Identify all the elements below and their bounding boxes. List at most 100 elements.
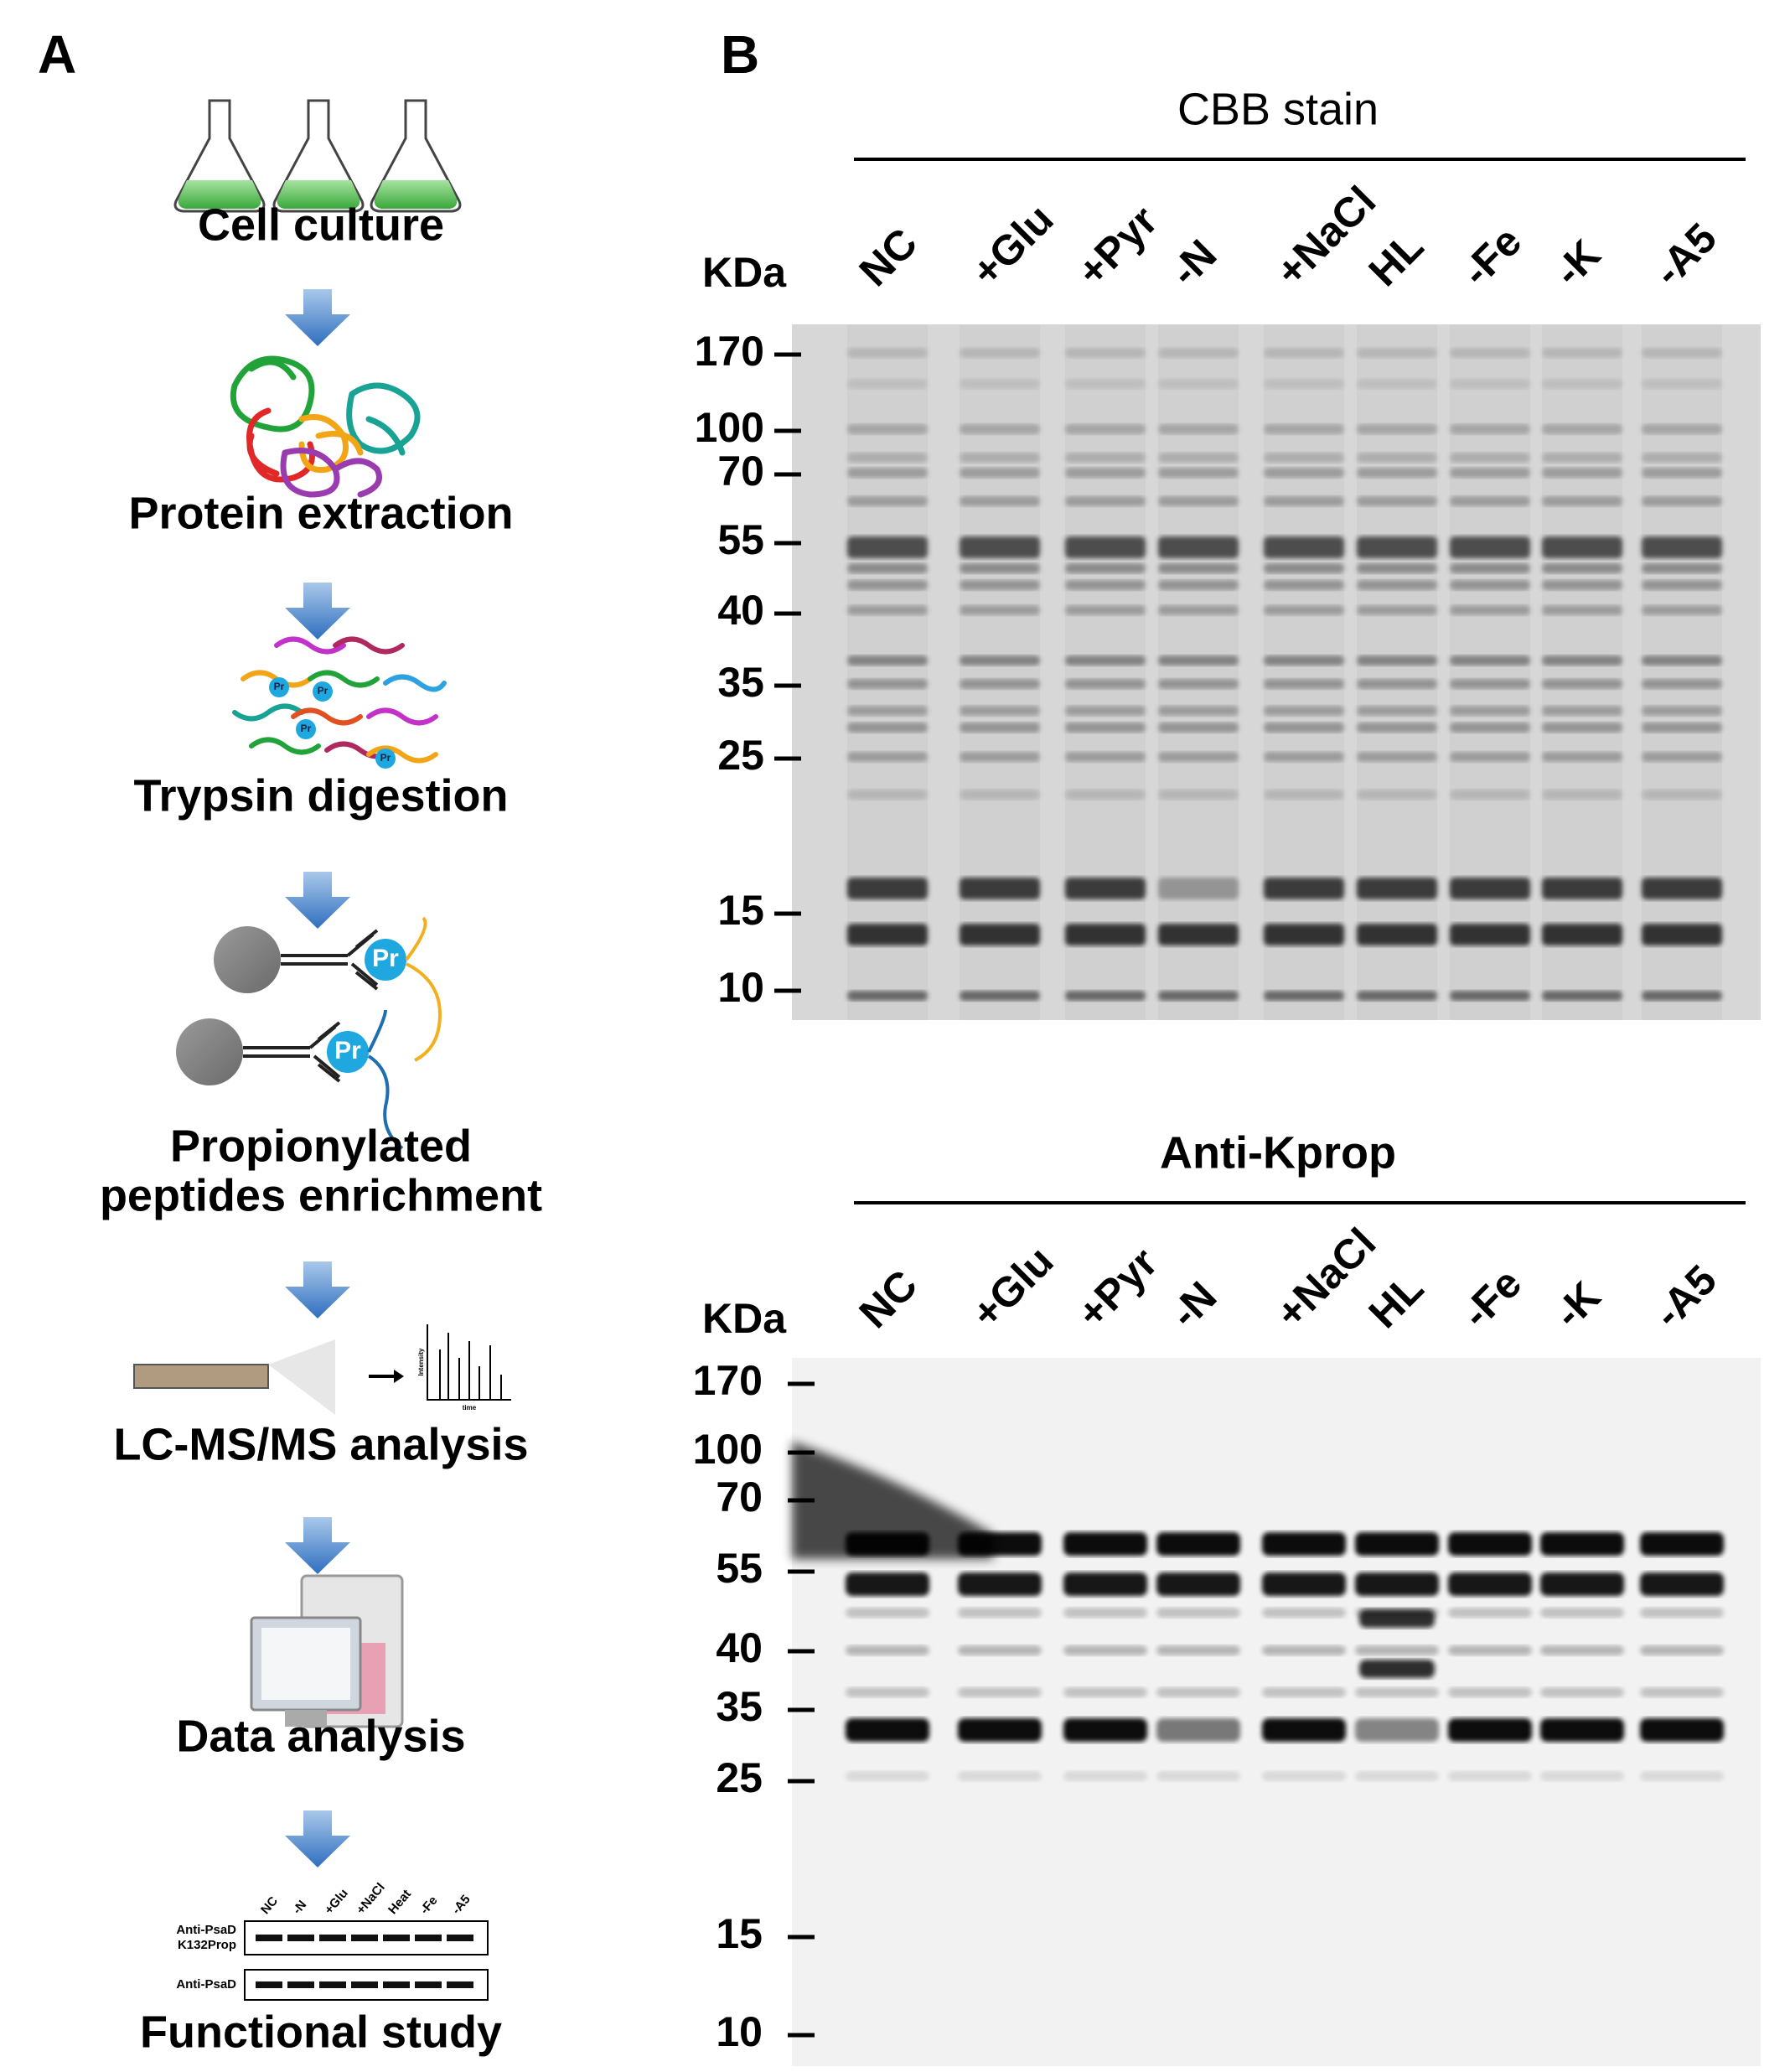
- gel-title: Anti-Kprop: [1160, 1127, 1396, 1178]
- gel-band: [847, 563, 928, 573]
- blot-band: [846, 1771, 929, 1781]
- gel-band: [1357, 379, 1437, 389]
- gel-band: [1450, 706, 1530, 716]
- gel-band: [1357, 496, 1437, 506]
- gel-band: [847, 752, 928, 762]
- gel-band: [1065, 878, 1146, 899]
- gel-band: [1450, 679, 1530, 689]
- gel-band: [960, 379, 1040, 389]
- blot-band: [846, 1572, 929, 1596]
- marker-label: 100: [695, 404, 764, 451]
- gel-band: [1065, 468, 1146, 478]
- lane-label: -N: [1161, 1272, 1226, 1337]
- gel-band: [960, 424, 1040, 434]
- pr-circle: [269, 677, 289, 697]
- blot-band: [1359, 1609, 1435, 1628]
- gel-band: [1450, 453, 1530, 463]
- inset-row-label: Anti-PsaD: [176, 1977, 236, 1992]
- unit-label: KDa: [702, 249, 787, 296]
- blot-band: [1355, 1572, 1439, 1596]
- gel-band: [1357, 424, 1437, 434]
- gel-band: [847, 790, 928, 800]
- blot-band: [1156, 1771, 1240, 1781]
- unit-label: KDa: [702, 1295, 787, 1342]
- blot-band: [1448, 1771, 1532, 1781]
- gel-band: [1158, 496, 1239, 506]
- blot-band: [1063, 1608, 1147, 1618]
- gel-band: [1642, 563, 1722, 573]
- gel-band: [960, 878, 1040, 899]
- gel-lane: [1642, 324, 1722, 1020]
- gel-band: [847, 706, 928, 716]
- gel-band: [1158, 723, 1239, 733]
- lane-label: +Glu: [963, 1237, 1063, 1337]
- gel-band: [1642, 924, 1722, 945]
- gel-band: [1264, 453, 1344, 463]
- blot-band: [1640, 1687, 1724, 1697]
- gel-lane: [1264, 324, 1344, 1020]
- inset-row-label: K132Prop: [178, 1938, 236, 1952]
- gel-band: [1264, 424, 1344, 434]
- inset-lane-label: Heat: [385, 1887, 414, 1917]
- gel-band: [1450, 605, 1530, 615]
- gel-band: [1065, 790, 1146, 800]
- gel-band: [1158, 655, 1239, 666]
- inset-row-label: Anti-PsaD: [176, 1923, 236, 1937]
- gel-band: [1542, 790, 1622, 800]
- marker-label: 25: [717, 732, 764, 779]
- gel-band: [847, 991, 928, 1001]
- gel-band: [960, 991, 1040, 1001]
- blot-band: [1262, 1771, 1346, 1781]
- lane-label: -A5: [1645, 1256, 1726, 1338]
- blot-band: [1355, 1687, 1439, 1697]
- blot-band: [1262, 1645, 1346, 1655]
- gel-band: [960, 496, 1040, 506]
- step-label: Protein extraction: [128, 488, 513, 538]
- gel-band: [1542, 379, 1622, 389]
- blot-smear: [792, 1442, 993, 1559]
- lane-label: -N: [1161, 231, 1226, 295]
- gel-band: [1158, 991, 1239, 1001]
- step-label: Data analysis: [176, 1711, 465, 1761]
- gel-band: [1158, 706, 1239, 716]
- gel-band: [1642, 536, 1722, 558]
- gel-band: [847, 453, 928, 463]
- blot-band: [1448, 1687, 1532, 1697]
- gel-band: [1065, 536, 1146, 558]
- gel-band: [960, 563, 1040, 573]
- blot-band: [1063, 1532, 1147, 1556]
- lane-label: -A5: [1645, 215, 1726, 296]
- gel-band: [1450, 655, 1530, 666]
- gel-band: [847, 496, 928, 506]
- gel-band: [1065, 679, 1146, 689]
- gel-band: [1065, 706, 1146, 716]
- gel-band: [1264, 790, 1344, 800]
- gel-band: [1542, 679, 1622, 689]
- gel-band: [1642, 790, 1722, 800]
- pr-label: Pr: [372, 945, 399, 972]
- gel-band: [1158, 679, 1239, 689]
- gel-band: [1642, 379, 1722, 389]
- blot-band: [1355, 1718, 1439, 1742]
- blot-band: [1262, 1532, 1346, 1556]
- gel-band: [1642, 706, 1722, 716]
- gel-band: [1158, 563, 1239, 573]
- blot-band: [1540, 1532, 1624, 1556]
- gel-band: [1642, 453, 1722, 463]
- gel-band: [1357, 723, 1437, 733]
- gel-lane: [1450, 324, 1530, 1020]
- ms-axis-label: time: [463, 1404, 477, 1412]
- gel-background: [792, 1358, 1761, 2066]
- marker-label: 35: [716, 1683, 763, 1730]
- step-label: Cell culture: [198, 199, 444, 250]
- gel-band: [1542, 706, 1622, 716]
- flow-arrow: [285, 872, 350, 929]
- gel-band: [1357, 752, 1437, 762]
- blot-band: [1540, 1687, 1624, 1697]
- gel-band: [1450, 878, 1530, 899]
- gel-band: [1450, 723, 1530, 733]
- gel-band: [1158, 752, 1239, 762]
- gel-band: [1542, 348, 1622, 358]
- gel-lane: [1065, 324, 1146, 1020]
- gel-band: [960, 790, 1040, 800]
